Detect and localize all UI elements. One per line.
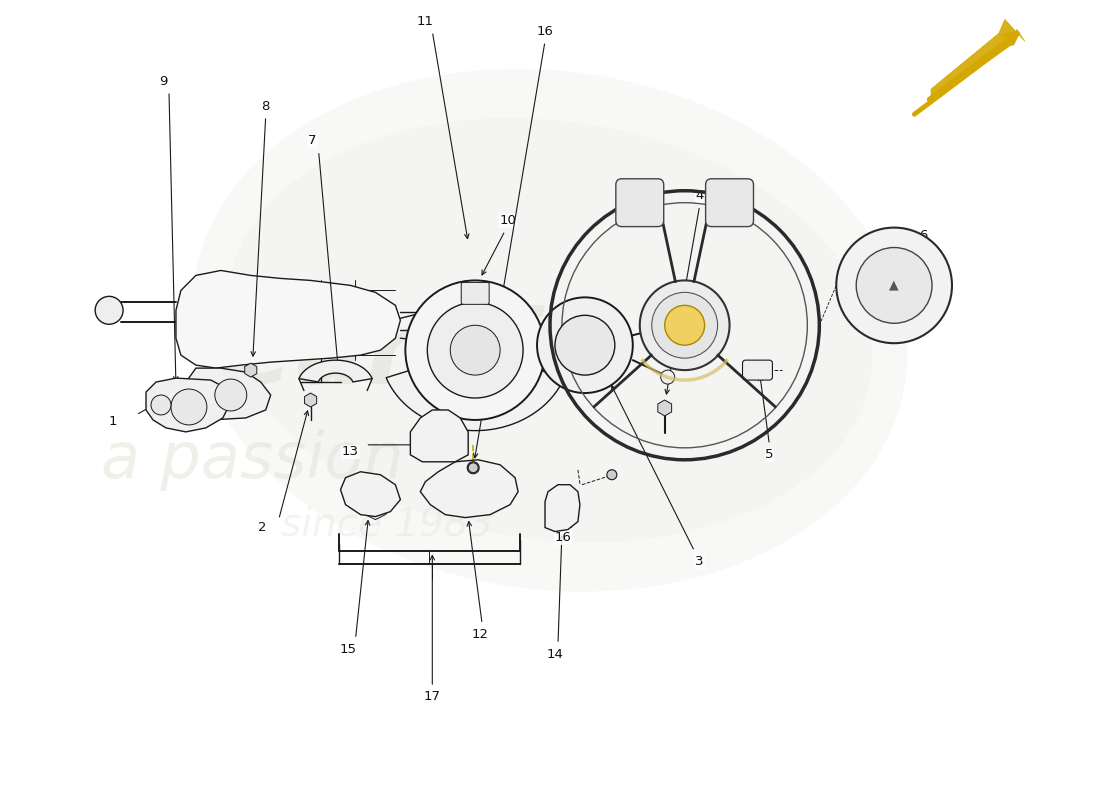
Polygon shape xyxy=(999,19,1025,46)
FancyBboxPatch shape xyxy=(705,178,754,226)
Circle shape xyxy=(836,228,952,343)
Text: 2: 2 xyxy=(258,521,267,534)
Circle shape xyxy=(96,296,123,324)
Ellipse shape xyxy=(192,69,907,592)
Text: 16: 16 xyxy=(537,25,553,38)
Circle shape xyxy=(607,470,617,480)
Text: 3: 3 xyxy=(695,555,704,568)
Polygon shape xyxy=(410,410,469,462)
Text: 16: 16 xyxy=(554,531,571,544)
Text: 10: 10 xyxy=(499,214,517,227)
Circle shape xyxy=(427,302,524,398)
Text: 12: 12 xyxy=(472,628,488,641)
Text: a passion: a passion xyxy=(101,429,404,490)
Text: 1: 1 xyxy=(109,415,118,429)
Polygon shape xyxy=(420,460,518,518)
Text: 8: 8 xyxy=(262,99,270,113)
Text: eurof: eurof xyxy=(221,305,534,406)
Circle shape xyxy=(660,318,673,332)
Polygon shape xyxy=(176,368,271,420)
Text: 15: 15 xyxy=(340,642,358,656)
Circle shape xyxy=(406,281,544,420)
Circle shape xyxy=(151,395,170,415)
FancyBboxPatch shape xyxy=(742,360,772,380)
FancyBboxPatch shape xyxy=(461,282,490,304)
Circle shape xyxy=(664,306,705,345)
Polygon shape xyxy=(146,378,231,432)
Polygon shape xyxy=(299,360,372,382)
Polygon shape xyxy=(341,472,400,517)
Text: 4: 4 xyxy=(695,190,704,202)
Ellipse shape xyxy=(228,118,872,542)
Polygon shape xyxy=(658,400,672,416)
Text: 11: 11 xyxy=(417,15,433,28)
Circle shape xyxy=(450,326,500,375)
Text: 7: 7 xyxy=(308,134,317,147)
Polygon shape xyxy=(305,393,317,407)
FancyBboxPatch shape xyxy=(616,178,663,226)
Circle shape xyxy=(640,281,729,370)
Circle shape xyxy=(468,462,480,474)
Circle shape xyxy=(556,315,615,375)
Circle shape xyxy=(170,389,207,425)
Text: 5: 5 xyxy=(766,448,773,462)
Circle shape xyxy=(651,292,717,358)
Text: 9: 9 xyxy=(158,74,167,88)
Circle shape xyxy=(661,370,674,384)
Circle shape xyxy=(214,379,246,411)
Polygon shape xyxy=(244,363,256,377)
Polygon shape xyxy=(386,364,564,430)
Polygon shape xyxy=(176,270,400,368)
Circle shape xyxy=(469,462,478,473)
Circle shape xyxy=(422,307,459,343)
Polygon shape xyxy=(544,485,580,531)
Text: 17: 17 xyxy=(424,690,441,703)
Circle shape xyxy=(537,298,632,393)
Text: 6: 6 xyxy=(918,229,927,242)
Circle shape xyxy=(856,247,932,323)
Text: since 1983: since 1983 xyxy=(280,506,493,543)
Text: 14: 14 xyxy=(547,648,563,661)
Text: 13: 13 xyxy=(342,446,359,458)
Polygon shape xyxy=(931,34,1011,101)
Text: ▲: ▲ xyxy=(889,279,899,292)
